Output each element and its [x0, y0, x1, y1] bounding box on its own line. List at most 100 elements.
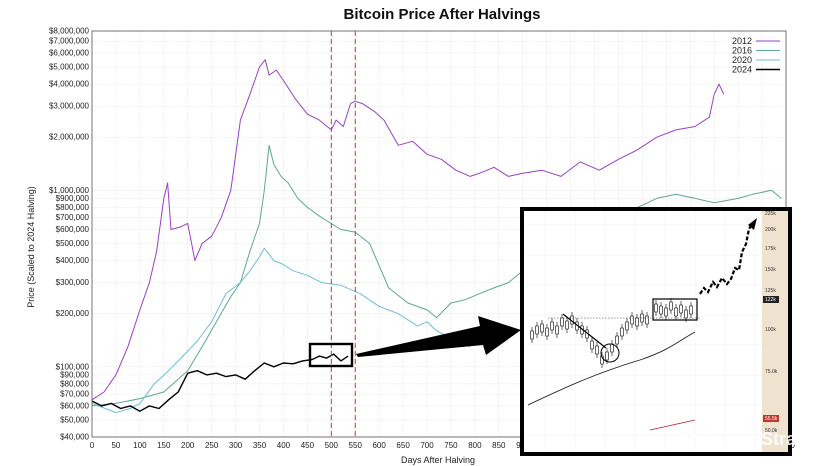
legend-label-2012: 2012 [732, 36, 752, 46]
inset-candle-body [674, 307, 678, 317]
inset-candle-body [560, 317, 564, 327]
y-tick-label: $6,000,000 [49, 49, 90, 58]
x-axis-label: Days After Halving [401, 455, 475, 465]
inset-candle-body [669, 301, 673, 311]
y-tick-label: $5,000,000 [49, 63, 90, 72]
inset-candle-body [530, 330, 534, 340]
inset-price-axis [762, 211, 788, 452]
inset-candle-body [664, 307, 668, 317]
inset-candle-body [645, 315, 649, 325]
y-tick-label: $3,000,000 [49, 102, 90, 111]
inset-candle-body [630, 315, 634, 325]
inset-price-label: 150k [765, 267, 776, 273]
x-tick-label: 550 [349, 441, 363, 450]
inset-breakout-circle [600, 343, 620, 363]
legend-label-2020: 2020 [732, 55, 752, 65]
inset-candle-body [689, 305, 693, 315]
y-tick-label: $1,000,000 [49, 186, 90, 195]
y-tick-label: $200,000 [56, 309, 90, 318]
inset-candle-body [615, 335, 619, 345]
zoom-arrow [356, 316, 521, 357]
inset-price-label: 55.5k [765, 416, 778, 422]
inset-candle-body [635, 317, 639, 327]
y-tick-label: $2,000,000 [49, 133, 90, 142]
inset-low-price-tag [763, 415, 779, 422]
inset-candle-body [679, 304, 683, 314]
inset-candle-body [610, 343, 614, 353]
inset-candle-body [590, 340, 594, 350]
inset-chart: 225k 200k 175k 150k 125k 122k 100k 75.0k 50.0k 55… [520, 207, 792, 456]
inset-candle-body [684, 309, 688, 319]
x-tick-label: 800 [468, 441, 482, 450]
x-tick-label: 700 [420, 441, 434, 450]
y-tick-label: $400,000 [56, 256, 90, 265]
x-tick-label: 250 [205, 441, 219, 450]
highlight-box [308, 342, 354, 368]
x-tick-label: 850 [492, 441, 506, 450]
inset-price-label: 122k [765, 297, 776, 303]
y-tick-label: $4,000,000 [49, 80, 90, 89]
inset-current-price-tag [763, 296, 779, 303]
y-axis-ticks: $40,000 $50,000 $60,000 $70,000 $80,000$90,0… [49, 27, 90, 442]
series-line-2016 [91, 144, 782, 407]
inset-candle-body [654, 303, 658, 313]
inset-price-label: 75.0k [765, 369, 778, 375]
inset-grid [525, 212, 762, 452]
inset-trendline [562, 313, 607, 349]
inset-candle-body [540, 323, 544, 333]
inset-frame [520, 207, 792, 456]
inset-candle-body [565, 320, 569, 330]
inset-price-label: 50.0k [765, 428, 778, 434]
inset-price-labels: 225k 200k 175k 150k 125k 122k 100k 75.0k 50.0k 55… [763, 211, 779, 434]
legend-label-2016: 2016 [732, 46, 752, 56]
y-tick-label: $60,000 [60, 401, 89, 410]
inset-moving-average [527, 331, 696, 406]
x-tick-label: 0 [90, 441, 95, 450]
inset-projection-arrowhead [748, 218, 757, 230]
inset-candle-body [620, 327, 624, 337]
y-tick-label: $500,000 [56, 239, 90, 248]
inset-red-line [649, 419, 696, 431]
x-tick-label: 500 [325, 441, 339, 450]
y-tick-label: $600,000 [56, 225, 90, 234]
y-tick-label: $100,000 [56, 362, 90, 371]
x-tick-label: 300 [229, 441, 243, 450]
series-line-2024 [91, 353, 349, 412]
inset-candle-body [595, 345, 599, 355]
x-tick-label: 150 [157, 441, 171, 450]
inset-candle-body [545, 327, 549, 337]
y-tick-label: $70,000 [60, 390, 89, 399]
chart-title: Bitcoin Price After Halvings [344, 6, 541, 23]
inset-candles [530, 298, 693, 368]
inset-candle-body [625, 321, 629, 331]
series-line-2012 [91, 59, 725, 401]
x-tick-label: 400 [277, 441, 291, 450]
x-tick-label: 100 [133, 441, 147, 450]
inset-candle-body [605, 351, 609, 361]
y-tick-label: $80,000 [60, 379, 89, 388]
inset-price-label: 100k [765, 327, 776, 333]
inset-price-label: 200k [765, 227, 776, 233]
y-tick-label: $7,000,000 [49, 37, 90, 46]
halving-markers [330, 31, 356, 437]
inset-consolidation-box [652, 298, 698, 321]
inset-candle-body [555, 325, 559, 335]
x-tick-label: 50 [111, 441, 120, 450]
y-tick-label: $300,000 [56, 278, 90, 287]
y-tick-label: $900,000 [56, 194, 90, 203]
series-lines [91, 59, 782, 414]
y-tick-label: $800,000 [56, 203, 90, 212]
y-tick-label: $40,000 [60, 433, 89, 442]
y-tick-label: $700,000 [56, 213, 90, 222]
inset-candle-body [550, 321, 554, 331]
inset-candle-body [659, 305, 663, 315]
legend-label-2024: 2024 [732, 65, 752, 75]
inset-projection-path [699, 223, 753, 295]
x-tick-label: 750 [444, 441, 458, 450]
x-tick-label: 600 [372, 441, 386, 450]
y-tick-label: $90,000 [60, 370, 89, 379]
inset-candle-body [535, 325, 539, 335]
x-tick-label: 200 [181, 441, 195, 450]
